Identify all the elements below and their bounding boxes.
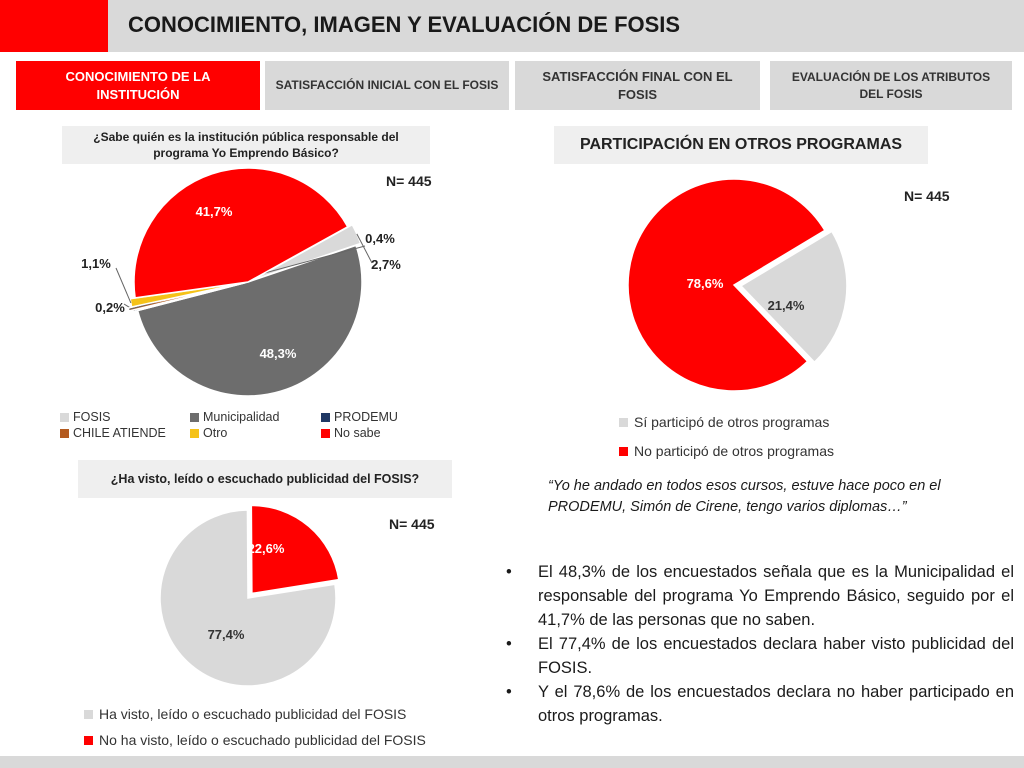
pie-slice-no-participo-de-otros-programas [627,178,826,392]
chart3-n-label: N= 445 [904,188,950,204]
tab-evaluacion-atributos[interactable]: EVALUACIÓN DE LOS ATRIBUTOS DEL FOSIS [770,61,1012,110]
tab-satisfaccion-inicial[interactable]: SATISFACCIÓN INICIAL CON EL FOSIS [265,61,509,110]
legend-item-no-participo-de-otros-programas: No participó de otros programas [619,443,834,459]
data-label-fosis: 2,7% [371,257,401,272]
pie-slice-no-ha-visto-leido-o-escuchado-publicidad-del-fosis [250,504,340,595]
legend-swatch [619,446,628,456]
pie-slice-ha-visto-leido-o-escuchado-publicidad-del-fosis [159,509,337,687]
legend-swatch [190,428,199,438]
legend-swatch [84,709,93,719]
chart3-pie: 21,4% 78,6% [627,178,848,392]
data-label-ha-visto-leido-o-escuchado-publicidad-del-fosis: 77,4% [208,627,245,642]
title-bar [0,0,1024,52]
legend-item-otro: Otro [190,426,227,440]
legend-label: PRODEMU [334,410,398,424]
testimonial-quote: “Yo he andado en todos esos cursos, estu… [548,478,941,516]
bullet-item: El 77,4% de los encuestados declara habe… [506,633,1014,681]
data-label-otro: 1,1% [81,256,111,271]
legend-label: No participó de otros programas [634,443,834,459]
legend-item-chile-atiende: CHILE ATIENDE [60,426,166,440]
tab-conocimiento[interactable]: CONOCIMIENTO DE LA INSTITUCIÓN [16,61,260,110]
legend-label: FOSIS [73,410,111,424]
bullet-item: El 48,3% de los encuestados señala que e… [506,561,1014,633]
data-label-no-ha-visto-leido-o-escuchado-publicidad-del-fosis: 22,6% [248,541,285,556]
legend-label: CHILE ATIENDE [73,426,166,440]
chart2-n-label: N= 445 [389,516,435,532]
legend-item-fosis: FOSIS [60,410,111,424]
legend-label: Ha visto, leído o escuchado publicidad d… [99,706,407,722]
legend-swatch [60,428,69,438]
chart3-title: PARTICIPACIÓN EN OTROS PROGRAMAS [554,126,928,164]
legend-label: No sabe [334,426,381,440]
page-title: CONOCIMIENTO, IMAGEN Y EVALUACIÓN DE FOS… [128,12,681,37]
legend-item-ha-visto-leido-o-escuchado-publicidad-del-fosis: Ha visto, leído o escuchado publicidad d… [84,706,406,722]
data-label-municipalidad: 48,3% [260,346,297,361]
pie-slice-no-sabe [133,167,349,299]
chart2-title: ¿Ha visto, leído o escuchado publicidad … [78,460,452,498]
legend-item-prodemu: PRODEMU [321,410,398,424]
legend-item-no-sabe: No sabe [321,426,381,440]
bullet-item: Y el 78,6% de los encuestados declara no… [506,681,1014,729]
legend-item-no-ha-visto-leido-o-escuchado-publicidad-del-fosis: No ha visto, leído o escuchado publicida… [84,732,426,748]
legend-label: Otro [203,426,228,440]
legend-item-municipalidad: Municipalidad [190,410,279,424]
pie-slice-si-participo-de-otros-programas [739,230,848,364]
title-accent-block [0,0,108,52]
chart2-pie: 77,4% 22,6% [159,504,340,687]
legend-swatch [190,412,199,422]
data-label-chile-atiende: 0,4% [365,231,395,246]
legend-label: Sí participó de otros programas [634,414,830,430]
pie-slice-municipalidad [136,244,363,397]
leader-line [356,233,373,264]
summary-bullets: El 48,3% de los encuestados señala que e… [506,561,1014,728]
legend-swatch [619,417,628,427]
legend-swatch [84,735,93,745]
data-label-no-sabe: 41,7% [196,204,233,219]
data-label-prodemu: 0,2% [95,300,125,315]
chart1-n-label: N= 445 [386,173,432,189]
chart1-title: ¿Sabe quién es la institución pública re… [62,126,430,164]
chart1-pie: 2,7% 48,3% 0,2% 0,4% 1,1% 41,7% [81,167,401,397]
legend-label: Municipalidad [203,410,280,424]
data-label-si-participo-de-otros-programas: 21,4% [768,298,805,313]
bottom-bar [0,756,1024,768]
leader-line [115,267,132,304]
legend-swatch [321,428,330,438]
data-label-no-participo-de-otros-programas: 78,6% [687,276,724,291]
legend-item-si-participo-de-otros-programas: Sí participó de otros programas [619,414,829,430]
legend-swatch [321,412,330,422]
legend-swatch [60,412,69,422]
legend-label: No ha visto, leído o escuchado publicida… [99,732,426,748]
tab-satisfaccion-final[interactable]: SATISFACCIÓN FINAL CON EL FOSIS [515,61,760,110]
